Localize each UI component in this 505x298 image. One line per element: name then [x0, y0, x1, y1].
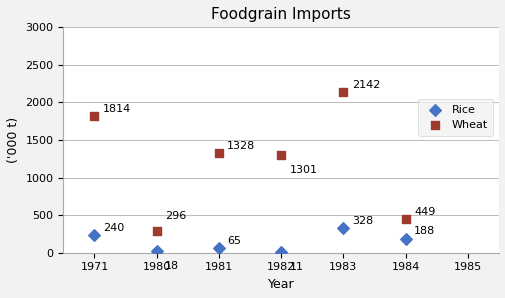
Wheat — [215, 150, 223, 155]
Text: 2142: 2142 — [351, 80, 379, 90]
Y-axis label: ('000 t): ('000 t) — [7, 117, 20, 163]
Wheat — [339, 89, 347, 94]
Rice — [90, 232, 98, 237]
Rice — [277, 249, 285, 254]
Text: 1328: 1328 — [227, 141, 255, 151]
Legend: Rice, Wheat: Rice, Wheat — [418, 99, 492, 136]
Text: 18: 18 — [165, 261, 179, 271]
Rice — [401, 236, 409, 241]
Text: 296: 296 — [165, 211, 186, 221]
Text: 1301: 1301 — [289, 165, 317, 175]
Rice — [153, 249, 161, 254]
X-axis label: Year: Year — [267, 278, 294, 291]
Text: 65: 65 — [227, 236, 241, 246]
Wheat — [401, 217, 409, 221]
Text: 328: 328 — [351, 216, 372, 226]
Text: 11: 11 — [289, 262, 303, 272]
Title: Foodgrain Imports: Foodgrain Imports — [211, 7, 350, 22]
Text: 240: 240 — [103, 223, 124, 232]
Text: 188: 188 — [413, 226, 434, 237]
Wheat — [90, 114, 98, 119]
Text: 1814: 1814 — [103, 104, 131, 114]
Wheat — [153, 228, 161, 233]
Rice — [339, 226, 347, 231]
Wheat — [277, 153, 285, 157]
Text: 449: 449 — [413, 207, 434, 217]
Rice — [215, 246, 223, 250]
